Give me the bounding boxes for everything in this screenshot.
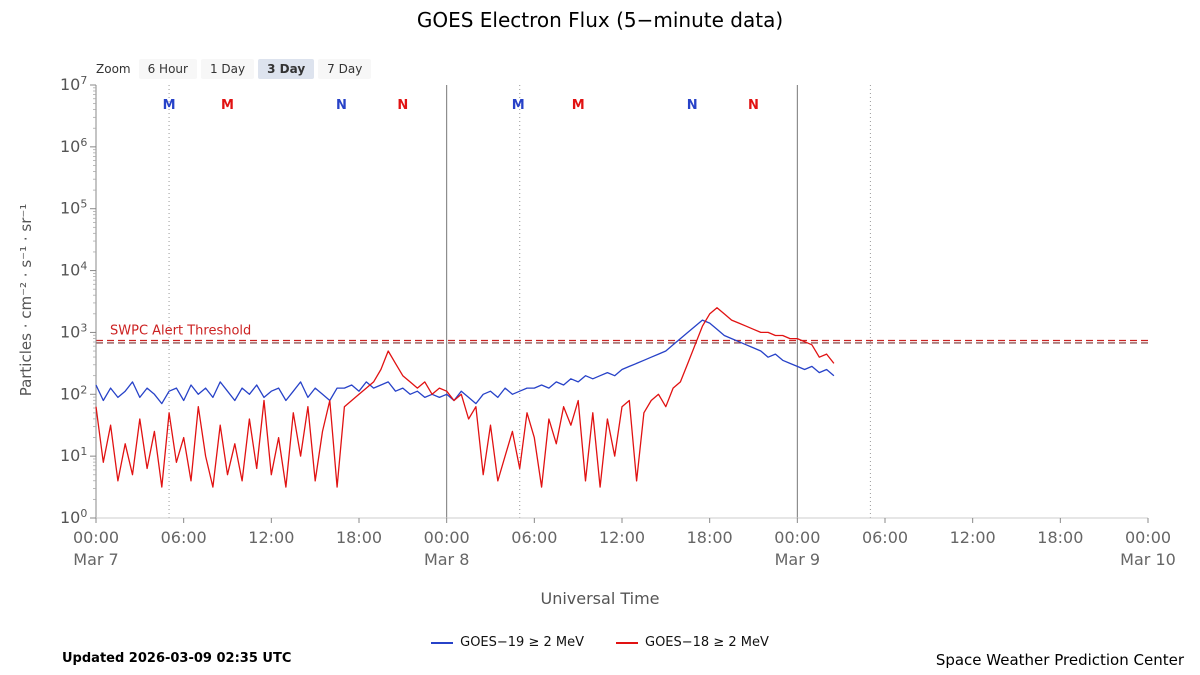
svg-text:M: M	[512, 98, 525, 113]
zoom-button-3day[interactable]: 3 Day	[258, 59, 315, 79]
svg-text:06:00: 06:00	[862, 528, 908, 547]
svg-text:00:00: 00:00	[73, 528, 119, 547]
svg-text:00:00: 00:00	[424, 528, 470, 547]
zoom-label: Zoom	[96, 62, 131, 76]
svg-text:06:00: 06:00	[511, 528, 557, 547]
svg-text:18:00: 18:00	[336, 528, 382, 547]
zoom-controls: Zoom 6 Hour 1 Day 3 Day 7 Day	[96, 59, 372, 79]
x-axis-title: Universal Time	[540, 589, 660, 608]
svg-text:00:00: 00:00	[1125, 528, 1171, 547]
legend-item-goes18[interactable]: GOES−18 ≥ 2 MeV	[616, 635, 769, 650]
chart-legend: GOES−19 ≥ 2 MeV GOES−18 ≥ 2 MeV	[0, 635, 1200, 650]
updated-timestamp: Updated 2026-03-09 02:35 UTC	[62, 651, 292, 666]
page-title: GOES Electron Flux (5−minute data)	[416, 8, 784, 32]
svg-text:M: M	[572, 98, 585, 113]
svg-text:18:00: 18:00	[1037, 528, 1083, 547]
svg-text:12:00: 12:00	[950, 528, 996, 547]
svg-text:N: N	[336, 98, 347, 113]
swpc-credit: Space Weather Prediction Center	[935, 651, 1184, 669]
svg-text:Mar 10: Mar 10	[1120, 550, 1176, 569]
legend-label-goes18: GOES−18 ≥ 2 MeV	[645, 635, 769, 650]
svg-text:100: 100	[60, 507, 87, 527]
svg-text:104: 104	[60, 260, 87, 280]
legend-swatch	[616, 641, 638, 644]
svg-text:103: 103	[60, 321, 87, 341]
svg-text:12:00: 12:00	[599, 528, 645, 547]
legend-item-goes19[interactable]: GOES−19 ≥ 2 MeV	[431, 635, 584, 650]
svg-text:106: 106	[60, 136, 87, 156]
zoom-button-6hour[interactable]: 6 Hour	[138, 59, 197, 79]
zoom-button-7day[interactable]: 7 Day	[318, 59, 372, 79]
svg-text:N: N	[748, 98, 759, 113]
svg-text:N: N	[397, 98, 408, 113]
svg-text:N: N	[687, 98, 698, 113]
svg-text:12:00: 12:00	[248, 528, 294, 547]
svg-text:Mar 8: Mar 8	[424, 550, 469, 569]
svg-text:Mar 7: Mar 7	[73, 550, 118, 569]
svg-text:M: M	[163, 98, 176, 113]
flux-chart[interactable]: SWPC Alert Threshold 100 101 102 103 104 105 10…	[0, 0, 1200, 600]
svg-text:SWPC Alert Threshold: SWPC Alert Threshold	[110, 323, 251, 338]
svg-text:00:00: 00:00	[774, 528, 820, 547]
svg-text:Mar 9: Mar 9	[775, 550, 820, 569]
legend-label-goes19: GOES−19 ≥ 2 MeV	[460, 635, 584, 650]
zoom-button-1day[interactable]: 1 Day	[200, 59, 255, 79]
svg-text:105: 105	[60, 198, 87, 218]
svg-text:101: 101	[60, 445, 87, 465]
svg-text:06:00: 06:00	[161, 528, 207, 547]
svg-text:18:00: 18:00	[687, 528, 733, 547]
svg-text:102: 102	[60, 383, 87, 403]
svg-text:107: 107	[60, 74, 87, 94]
svg-text:M: M	[221, 98, 234, 113]
legend-swatch	[431, 641, 454, 644]
